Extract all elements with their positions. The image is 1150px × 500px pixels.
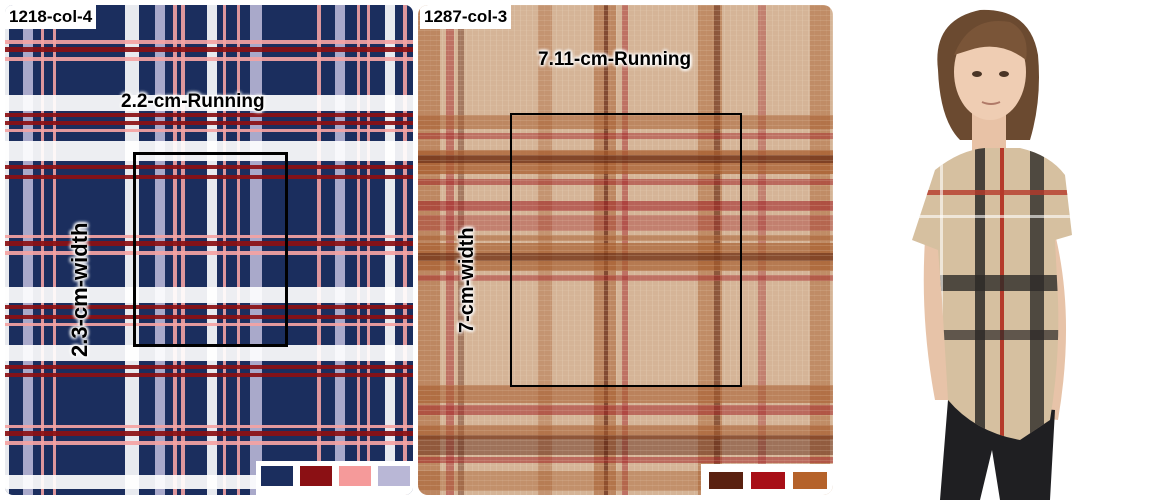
design-code-label: 1218-col-4 (5, 5, 97, 29)
fabric-swatch-panel-1: 1218-col-4 2.2-cm-Running 2.3-cm-width (5, 5, 413, 495)
color-swatch (339, 466, 371, 486)
repeat-box (510, 113, 742, 387)
width-measure-label: 7-cm-width (456, 227, 478, 333)
running-measure-label: 7.11-cm-Running (538, 49, 692, 70)
navy-plaid-pattern (5, 5, 413, 495)
color-swatch (709, 472, 743, 489)
color-swatch (793, 472, 827, 489)
color-swatch (300, 466, 332, 486)
design-code-label: 1287-col-3 (420, 5, 512, 29)
color-swatch (378, 466, 410, 486)
width-measure-label: 2.3-cm-width (67, 222, 92, 357)
model-wearing-plaid-tshirt-photo (912, 9, 1072, 500)
color-swatch (261, 466, 293, 486)
running-measure-label: 2.2-cm-Running (121, 91, 265, 112)
color-swatch (751, 472, 785, 489)
repeat-box (133, 152, 288, 347)
beige-plaid-pattern (418, 5, 833, 495)
fabric-swatch-panel-2: 1287-col-3 7.11-cm-Running 7-cm-width (418, 5, 833, 495)
